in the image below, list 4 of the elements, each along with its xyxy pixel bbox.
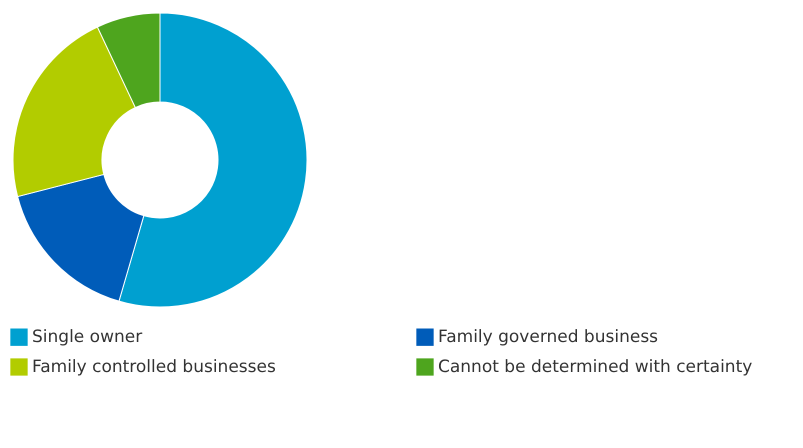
- legend-label: Family governed business: [438, 327, 658, 348]
- legend-label: Single owner: [32, 327, 142, 348]
- legend-label: Cannot be determined with certainty: [438, 357, 752, 377]
- legend-label: Family controlled businesses: [32, 357, 276, 377]
